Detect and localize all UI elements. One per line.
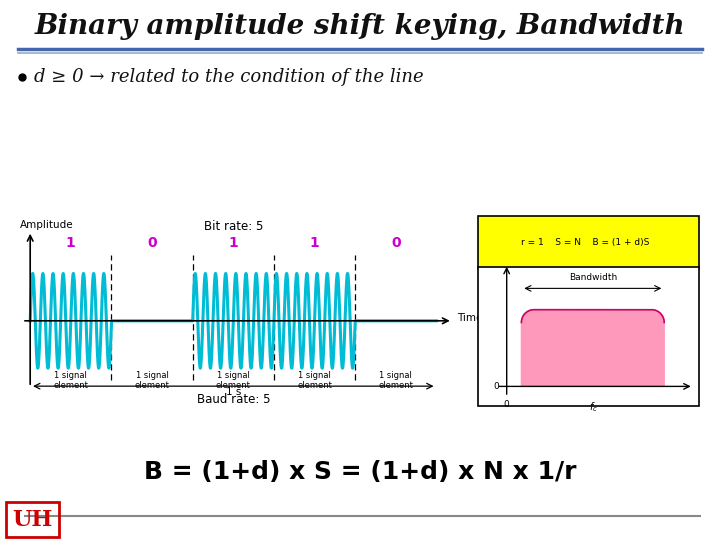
Text: Baud rate: 5: Baud rate: 5	[197, 393, 270, 406]
Text: Bandwidth: Bandwidth	[569, 273, 617, 282]
Text: Binary amplitude shift keying, Bandwidth: Binary amplitude shift keying, Bandwidth	[35, 12, 685, 39]
FancyBboxPatch shape	[478, 267, 699, 406]
Text: Amplitude: Amplitude	[20, 220, 73, 230]
Text: 1 signal
element: 1 signal element	[53, 370, 89, 390]
Text: d ≥ 0 → related to the condition of the line: d ≥ 0 → related to the condition of the …	[34, 68, 423, 86]
Text: 1: 1	[66, 235, 76, 249]
Text: 1: 1	[310, 235, 320, 249]
Text: r = 1    S = N    B = (1 + d)S: r = 1 S = N B = (1 + d)S	[521, 238, 649, 247]
Text: 1 signal
element: 1 signal element	[379, 370, 413, 390]
Text: 0: 0	[494, 382, 500, 391]
Text: 0: 0	[148, 235, 157, 249]
Text: $f_c$: $f_c$	[590, 400, 598, 414]
Text: 0: 0	[504, 400, 510, 409]
Text: UH: UH	[12, 509, 53, 531]
Text: 0: 0	[391, 235, 400, 249]
Text: 1 signal
element: 1 signal element	[216, 370, 251, 390]
Text: B = (1+d) x S = (1+d) x N x 1/r: B = (1+d) x S = (1+d) x N x 1/r	[144, 460, 576, 484]
FancyBboxPatch shape	[478, 216, 699, 269]
Text: Bit rate: 5: Bit rate: 5	[204, 220, 263, 233]
Text: 1 s: 1 s	[225, 387, 241, 397]
Text: 1 signal
element: 1 signal element	[135, 370, 169, 390]
Text: Time: Time	[456, 313, 482, 322]
Text: 1: 1	[228, 235, 238, 249]
Polygon shape	[521, 309, 665, 387]
Text: 1 signal
element: 1 signal element	[297, 370, 332, 390]
